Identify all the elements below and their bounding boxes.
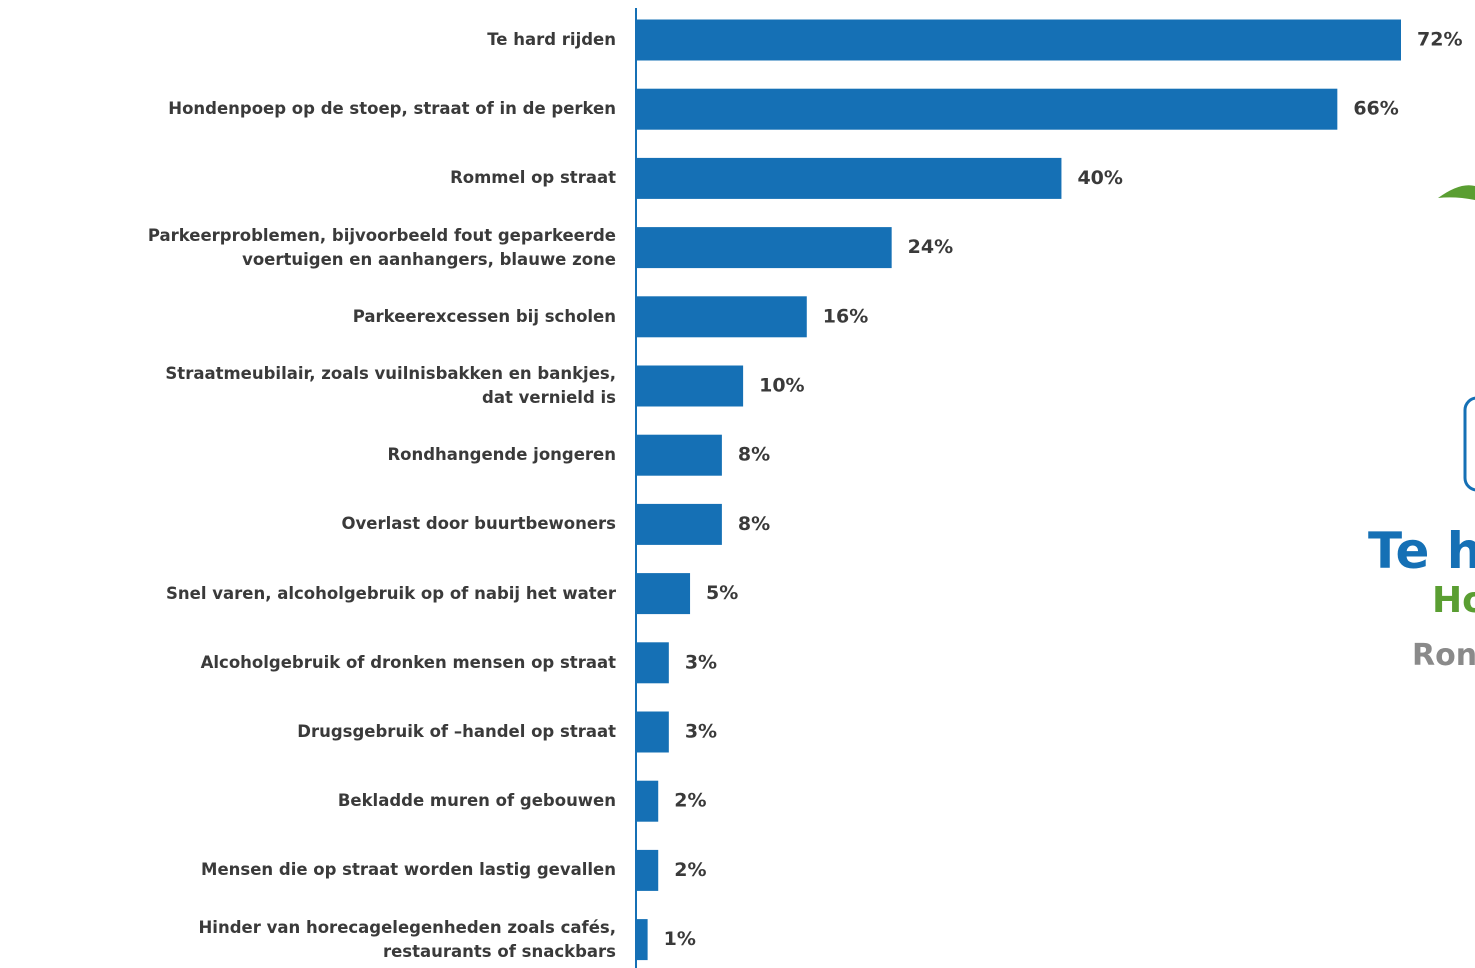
value-label: 8% xyxy=(738,513,770,535)
category-label: Mensen die op straat worden lastig geval… xyxy=(201,860,616,880)
bar xyxy=(637,573,691,615)
bar xyxy=(637,88,1338,130)
value-label: 72% xyxy=(1417,29,1462,51)
decoration-box xyxy=(1463,396,1475,492)
bar xyxy=(637,157,1062,199)
category-label: Parkeerexcessen bij scholen xyxy=(352,306,616,326)
bar xyxy=(637,434,722,476)
value-label: 10% xyxy=(759,375,804,397)
bar xyxy=(637,365,744,407)
category-label: Hinder van horecagelegenheden zoals café… xyxy=(198,917,617,961)
value-label: 1% xyxy=(664,928,696,950)
value-label: 2% xyxy=(674,790,706,812)
bar xyxy=(637,227,892,269)
category-label: Drugsgebruik of –handel op straat xyxy=(297,722,616,741)
value-label: 3% xyxy=(685,721,717,743)
value-label: 16% xyxy=(823,305,868,327)
bar xyxy=(637,19,1401,61)
bar xyxy=(637,296,807,338)
category-label: Snel varen, alcoholgebruik op of nabij h… xyxy=(166,583,616,603)
bar xyxy=(637,711,669,753)
side-text: Ron xyxy=(1412,638,1475,673)
value-label: 8% xyxy=(738,444,770,466)
side-text: Te h xyxy=(1368,522,1475,580)
bar xyxy=(637,642,669,684)
category-label: Overlast door buurtbewoners xyxy=(341,514,616,534)
category-label: Te hard rijden xyxy=(487,30,616,49)
bar xyxy=(637,919,648,961)
category-label: Alcoholgebruik of dronken mensen op stra… xyxy=(200,652,616,672)
category-label: Rondhangende jongeren xyxy=(387,445,616,465)
category-label: Parkeerproblemen, bijvoorbeeld fout gepa… xyxy=(147,225,616,269)
bar xyxy=(637,503,722,545)
value-label: 66% xyxy=(1353,98,1398,120)
side-text: Ho xyxy=(1432,580,1475,621)
category-label: Hondenpoep op de stoep, straat of in de … xyxy=(168,99,616,119)
value-label: 2% xyxy=(674,859,706,881)
bar xyxy=(637,849,659,891)
value-label: 40% xyxy=(1077,167,1122,189)
category-label: Bekladde muren of gebouwen xyxy=(337,791,616,811)
value-label: 5% xyxy=(706,582,738,604)
category-label: Straatmeubilair, zoals vuilnisbakken en … xyxy=(165,364,616,407)
bar xyxy=(637,780,659,822)
decoration xyxy=(1438,185,1475,200)
value-label: 3% xyxy=(685,651,717,673)
value-label: 24% xyxy=(908,236,953,258)
category-label: Rommel op straat xyxy=(450,168,616,188)
